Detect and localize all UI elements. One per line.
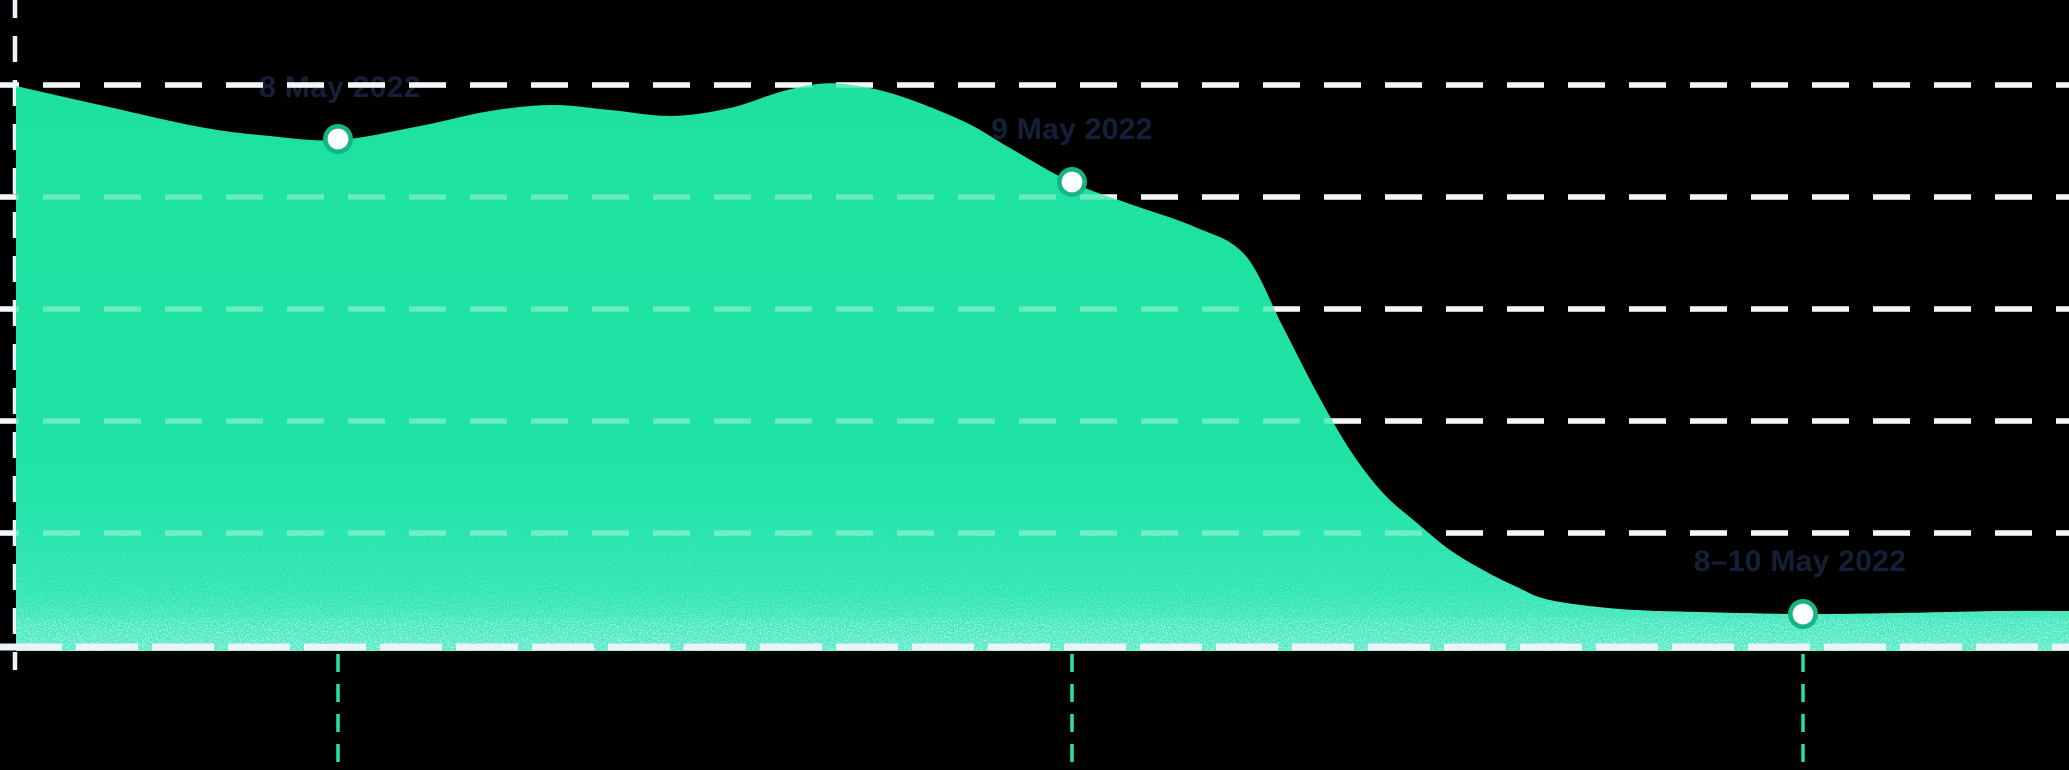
gridlines-overlay: [0, 82, 2069, 536]
annotation-label: 8–10 May 2022: [1693, 545, 1907, 578]
annotation-label: 8 May 2022: [259, 71, 421, 104]
marker-dot: [1792, 603, 1814, 625]
data-point-marker[interactable]: [1057, 167, 1087, 197]
data-point-marker[interactable]: [1788, 599, 1818, 629]
marker-dot: [1061, 171, 1083, 193]
noise-over-axis: [16, 620, 2069, 652]
data-point-marker[interactable]: [323, 124, 353, 154]
marker-dot: [327, 128, 349, 150]
annotation-label: 9 May 2022: [991, 113, 1153, 146]
